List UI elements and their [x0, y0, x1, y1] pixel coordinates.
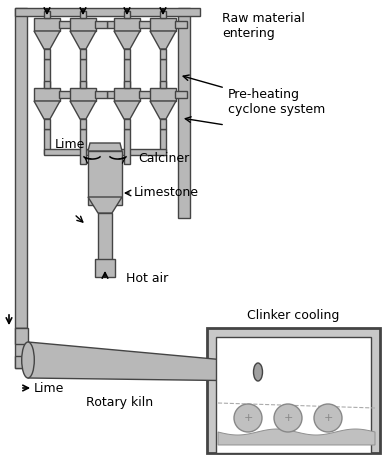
Bar: [44, 81, 50, 88]
Bar: [95, 259, 115, 277]
Bar: [80, 59, 86, 88]
Bar: [124, 129, 130, 164]
Bar: [160, 81, 166, 88]
Bar: [160, 59, 166, 88]
Text: Calciner: Calciner: [138, 152, 189, 165]
Bar: [139, 21, 151, 28]
Bar: [160, 11, 166, 18]
Polygon shape: [150, 31, 176, 49]
Bar: [34, 88, 60, 101]
Bar: [44, 59, 50, 88]
Polygon shape: [34, 101, 60, 119]
Polygon shape: [34, 31, 60, 49]
Bar: [178, 8, 190, 218]
Text: Pre-heating
cyclone system: Pre-heating cyclone system: [228, 88, 325, 116]
Bar: [34, 18, 60, 31]
Bar: [150, 18, 176, 31]
Bar: [59, 21, 71, 28]
Bar: [70, 88, 96, 101]
Bar: [15, 328, 27, 368]
Text: Rotary kiln: Rotary kiln: [87, 396, 154, 409]
Bar: [114, 18, 140, 31]
Bar: [44, 149, 166, 155]
Bar: [80, 49, 86, 59]
Polygon shape: [70, 31, 96, 49]
Bar: [114, 88, 140, 101]
Ellipse shape: [253, 363, 263, 381]
Text: +: +: [283, 413, 293, 423]
Bar: [98, 213, 112, 263]
Bar: [80, 81, 86, 88]
Bar: [207, 328, 380, 453]
Bar: [44, 49, 50, 59]
Bar: [160, 49, 166, 59]
Bar: [150, 88, 176, 101]
Bar: [70, 18, 96, 31]
Text: Raw material
entering: Raw material entering: [222, 12, 305, 40]
Bar: [95, 91, 107, 98]
Bar: [80, 129, 86, 164]
Bar: [15, 8, 200, 16]
Bar: [44, 11, 50, 18]
Bar: [15, 356, 30, 368]
Bar: [124, 119, 130, 129]
Bar: [124, 49, 130, 59]
Bar: [124, 59, 130, 88]
Bar: [175, 21, 187, 28]
Polygon shape: [70, 101, 96, 119]
Polygon shape: [88, 197, 122, 213]
Bar: [95, 21, 107, 28]
Bar: [59, 91, 71, 98]
Text: Lime: Lime: [55, 138, 85, 151]
Bar: [44, 119, 50, 129]
Polygon shape: [150, 101, 176, 119]
Text: Limestone: Limestone: [134, 186, 199, 200]
Polygon shape: [88, 143, 122, 151]
Bar: [80, 119, 86, 129]
Text: Hot air: Hot air: [126, 271, 168, 285]
Bar: [88, 151, 122, 205]
Ellipse shape: [314, 404, 342, 432]
Ellipse shape: [22, 342, 34, 378]
Bar: [107, 21, 115, 28]
Bar: [175, 91, 187, 98]
Bar: [160, 119, 166, 129]
Bar: [44, 129, 50, 154]
Polygon shape: [28, 342, 258, 381]
Bar: [124, 11, 130, 18]
Bar: [139, 91, 151, 98]
Bar: [216, 337, 371, 453]
Bar: [15, 328, 28, 344]
Polygon shape: [114, 101, 140, 119]
Ellipse shape: [234, 404, 262, 432]
Bar: [80, 11, 86, 18]
Text: +: +: [323, 413, 333, 423]
Bar: [160, 129, 166, 154]
Polygon shape: [218, 429, 375, 445]
Text: Clinker cooling: Clinker cooling: [247, 309, 339, 322]
Polygon shape: [114, 31, 140, 49]
Text: Lime: Lime: [34, 382, 64, 394]
Bar: [15, 8, 27, 328]
Ellipse shape: [274, 404, 302, 432]
Bar: [124, 81, 130, 88]
Text: +: +: [243, 413, 253, 423]
Bar: [107, 91, 115, 98]
